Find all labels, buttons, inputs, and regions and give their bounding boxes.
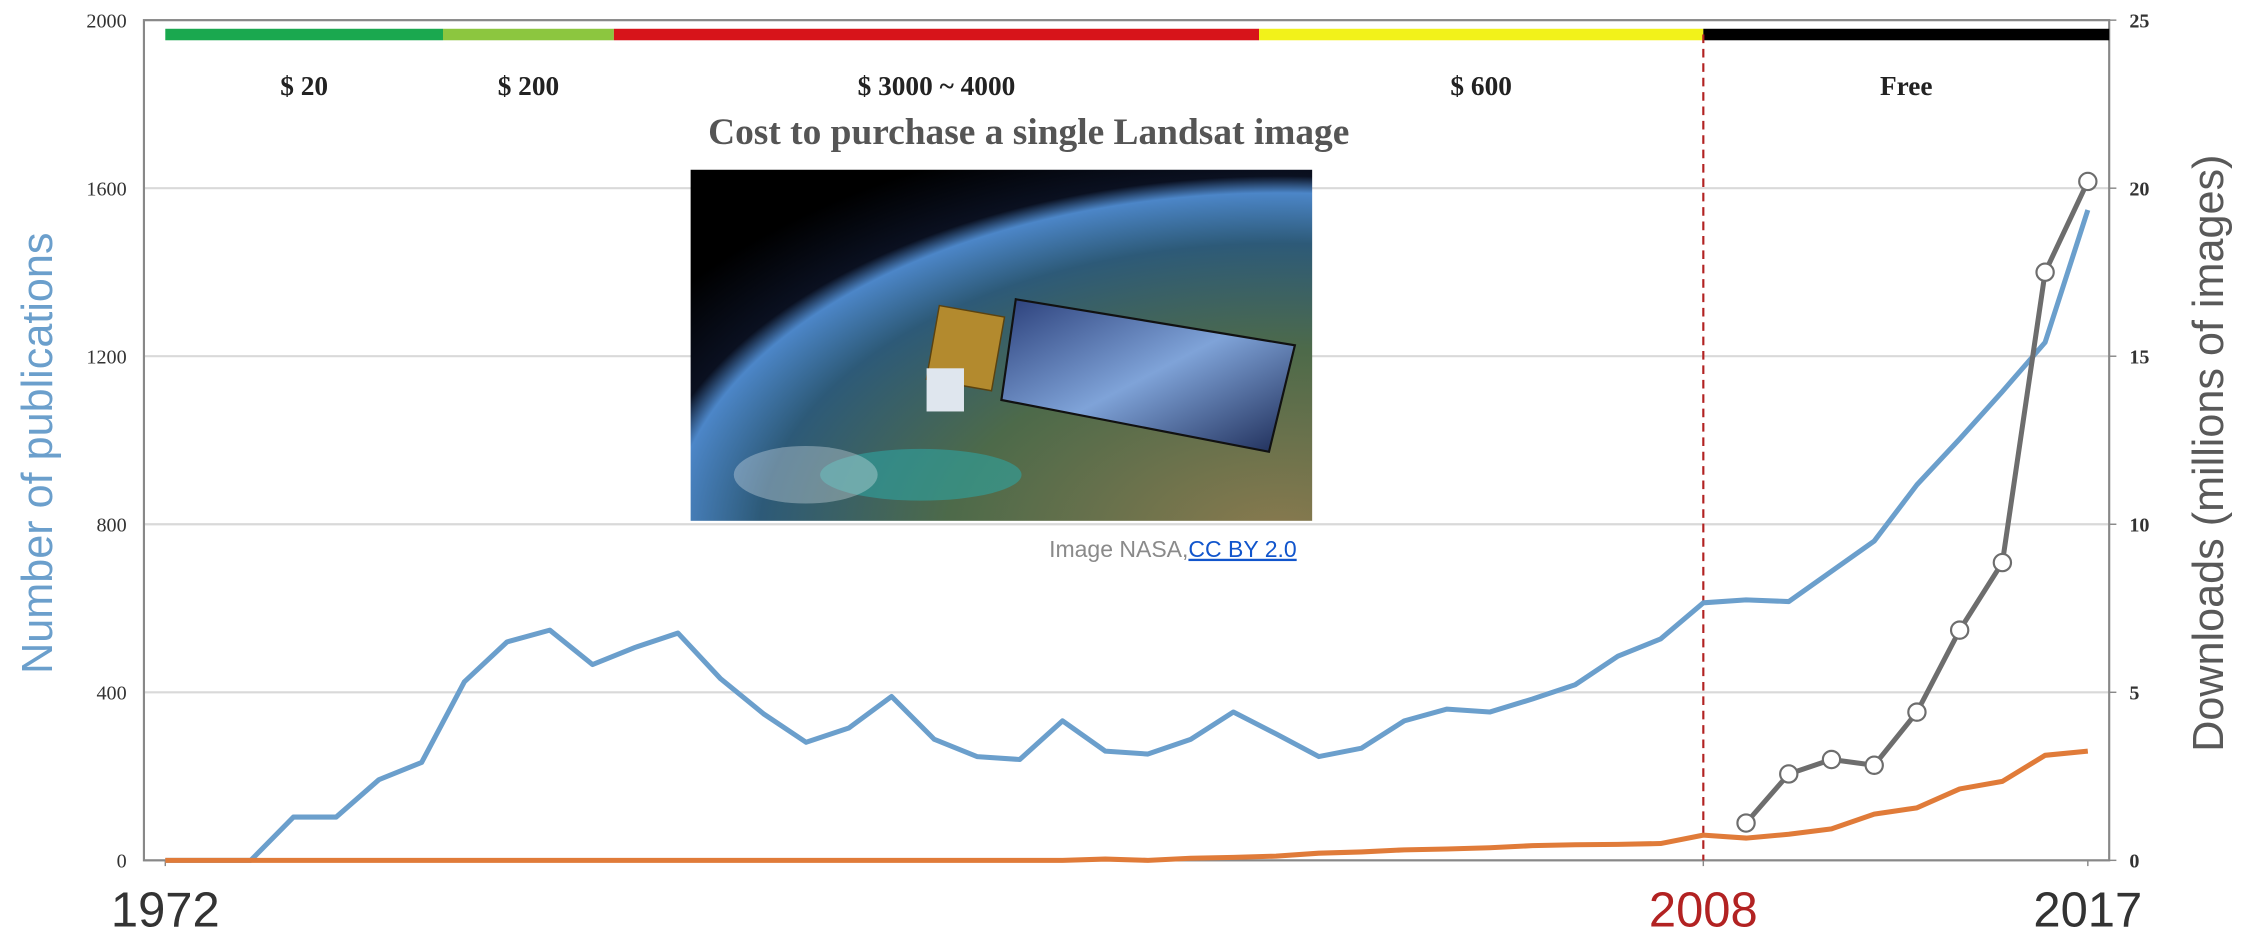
clouds: [734, 446, 878, 504]
chart: 0 400 800 1200 1600 2000 0 5 10 15 20 25 1972 2008 201…: [0, 0, 2256, 934]
series-line: [1746, 181, 2088, 823]
series-marker: [2036, 264, 2053, 281]
series-marker: [1737, 814, 1754, 831]
x-tick-label: 2008: [1649, 884, 1758, 934]
y2-tick-label: 20: [2129, 178, 2149, 200]
y-axis-label: Number of publications: [14, 232, 62, 673]
y-tick-label: 1600: [86, 178, 126, 200]
cost-period-bar: [443, 29, 614, 41]
y-tick-label: 1200: [86, 346, 126, 368]
y-tick-label: 400: [96, 682, 126, 704]
y2-tick-label: 5: [2129, 682, 2139, 704]
series-marker: [1908, 703, 1925, 720]
y2-tick-label: 15: [2129, 346, 2149, 368]
cost-period-label: $ 20: [280, 71, 328, 101]
cost-period-bar: [165, 29, 443, 41]
cost-period-bar: [1259, 29, 1703, 41]
chart-title: Cost to purchase a single Landsat image: [708, 112, 1349, 153]
series-marker: [1951, 621, 1968, 638]
cost-period-bar: [1703, 29, 2109, 41]
x-tick-label: 1972: [111, 884, 220, 934]
satellite-image: [691, 170, 1313, 521]
image-caption: Image NASA,: [1049, 536, 1188, 562]
y2-axis-label: Downloads (millions of images): [2185, 155, 2233, 752]
series-line: [165, 751, 2088, 860]
y2-tick-label: 0: [2129, 851, 2139, 873]
series-marker: [1780, 765, 1797, 782]
image-link[interactable]: CC BY 2.0: [1188, 536, 1296, 562]
cost-period-bar: [614, 29, 1259, 41]
y2-tick-label: 25: [2129, 10, 2149, 32]
y-tick-label: 0: [117, 851, 127, 873]
cost-period-label: $ 600: [1450, 71, 1512, 101]
y-tick-label: 2000: [86, 10, 126, 32]
y-tick-label: 800: [96, 514, 126, 536]
cost-period-label: $ 200: [498, 71, 559, 101]
series-marker: [1866, 757, 1883, 774]
series-marker: [2079, 173, 2096, 190]
series-marker: [1823, 751, 1840, 768]
satellite-sensor: [927, 368, 964, 411]
cost-period-label: $ 3000 ~ 4000: [858, 71, 1016, 101]
cost-period-label: Free: [1880, 71, 1933, 101]
y2-tick-label: 10: [2129, 514, 2149, 536]
series-marker: [1994, 554, 2011, 571]
x-tick-label: 2017: [2033, 884, 2142, 934]
